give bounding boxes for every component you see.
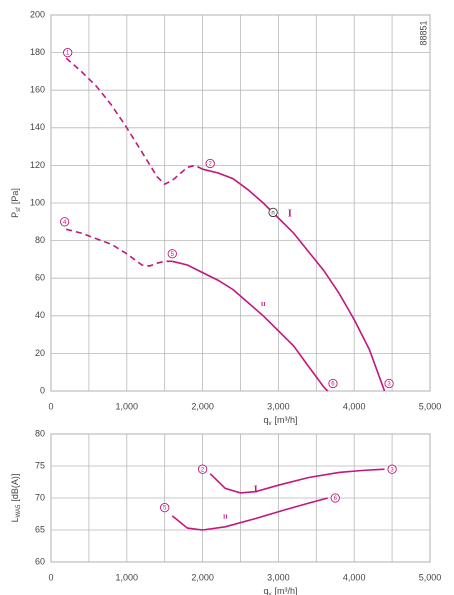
y-tick-label: 60 — [35, 556, 45, 566]
y-tick-label: 80 — [35, 235, 45, 245]
x-tick-label: 1,000 — [116, 401, 139, 411]
x-tick-label: 4,000 — [343, 572, 366, 582]
y-tick-label: 65 — [35, 524, 45, 534]
annotation-label: 3 — [387, 382, 391, 388]
annotation-marker — [387, 464, 397, 474]
x-label-unit: [m³/h] — [275, 586, 298, 595]
y-label-main: L — [10, 517, 20, 522]
annotation-marker — [268, 207, 278, 218]
y-axis-label: LWA5 [dB(A)] — [10, 474, 21, 523]
y-label-unit: [Pa] — [10, 188, 20, 204]
annotation-label: 6 — [331, 382, 335, 388]
x-tick-label: 5,000 — [419, 401, 442, 411]
x-label-main: q — [263, 586, 268, 595]
annotation-label: 1 — [66, 51, 70, 57]
y-label-unit: [dB(A)] — [10, 474, 20, 502]
curve — [172, 260, 329, 392]
x-tick-label: 0 — [48, 401, 53, 411]
x-tick-label: 0 — [48, 572, 53, 582]
y-tick-label: 60 — [35, 273, 45, 283]
y-tick-label: 100 — [30, 197, 45, 207]
x-label-unit: [m³/h] — [275, 415, 298, 425]
annotation-label: 5 — [171, 252, 175, 258]
annotation-label: 2 — [201, 467, 205, 473]
x-tick-label: 2,000 — [191, 572, 214, 582]
y-label-sub: WA5 — [16, 504, 22, 517]
x-tick-label: 1,000 — [116, 572, 139, 582]
annotation-label: 5 — [163, 506, 167, 512]
y-tick-label: 140 — [30, 122, 45, 132]
annotation-marker — [330, 493, 340, 503]
x-tick-label: 3,000 — [267, 572, 290, 582]
annotation-marker — [167, 249, 177, 259]
curve-label: II — [223, 515, 228, 521]
annotation-label: n — [271, 210, 274, 216]
y-tick-label: 80 — [35, 428, 45, 438]
curve — [209, 468, 385, 494]
y-tick-label: 20 — [35, 348, 45, 358]
curve-label: I — [288, 209, 292, 220]
annotation-marker — [384, 378, 394, 389]
annotation-label: 3 — [390, 467, 394, 473]
annotation-marker — [205, 158, 215, 169]
curve-label: II — [261, 302, 266, 308]
y-tick-label: 160 — [30, 85, 45, 95]
curve-label: I — [254, 485, 258, 496]
y-tick-label: 120 — [30, 160, 45, 170]
annotation-label: 4 — [63, 220, 67, 226]
y-tick-label: 70 — [35, 492, 45, 502]
y-axis-label: Psf [Pa] — [10, 188, 21, 218]
annotation-label: 6 — [334, 496, 338, 502]
x-tick-label: 2,000 — [191, 401, 214, 411]
x-label-main: q — [263, 415, 268, 425]
y-tick-label: 75 — [35, 460, 45, 470]
curve — [202, 168, 386, 392]
y-label-main: P — [10, 212, 20, 218]
y-tick-label: 0 — [40, 385, 45, 395]
x-axis-label: qv [m³/h] — [263, 586, 297, 595]
x-tick-label: 5,000 — [419, 572, 442, 582]
x-label-sub: v — [269, 592, 272, 595]
curve — [171, 497, 328, 531]
x-label-sub: v — [269, 421, 272, 427]
y-tick-label: 200 — [30, 9, 45, 19]
annotation-marker — [328, 378, 338, 389]
annotation-marker — [160, 502, 170, 513]
curve-dashed — [65, 57, 203, 186]
chart-code: 88851 — [418, 20, 428, 45]
curve-dashed — [66, 228, 173, 267]
annotation-marker — [63, 47, 73, 58]
y-tick-label: 40 — [35, 310, 45, 320]
y-label-sub: sf — [16, 207, 22, 212]
annotation-marker — [197, 464, 208, 474]
annotation-label: 2 — [209, 162, 213, 168]
x-axis-label: qv [m³/h] — [263, 415, 297, 426]
x-tick-label: 3,000 — [267, 401, 290, 411]
annotation-marker — [59, 217, 70, 227]
y-tick-label: 180 — [30, 47, 45, 57]
x-tick-label: 4,000 — [343, 401, 366, 411]
